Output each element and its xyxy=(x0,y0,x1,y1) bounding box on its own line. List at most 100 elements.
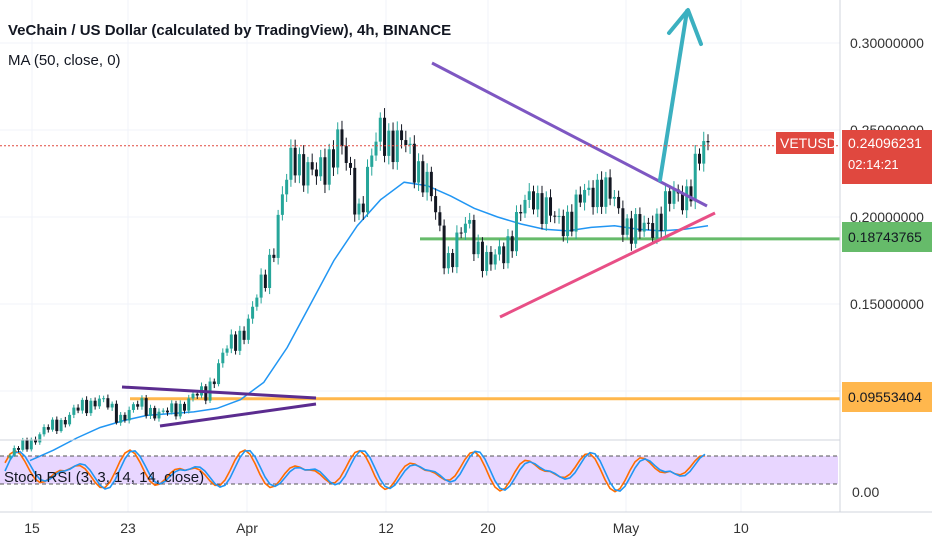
time-tick-label: 23 xyxy=(120,520,136,536)
candle-body xyxy=(604,177,608,207)
candle-body xyxy=(532,191,535,210)
stoch-k-line xyxy=(4,449,706,492)
candle-body xyxy=(314,169,318,177)
candle-body xyxy=(442,225,446,269)
candle-body xyxy=(693,153,697,202)
candle-body xyxy=(80,399,84,411)
candle-body xyxy=(404,140,408,146)
candle-body xyxy=(485,251,489,272)
candle-body xyxy=(689,186,693,202)
time-tick-label: May xyxy=(613,520,639,536)
candle-body xyxy=(446,253,450,269)
time-axis[interactable]: 15 23 Apr 12 20 May 10 xyxy=(24,520,749,536)
candle-body xyxy=(553,215,557,217)
candle-body xyxy=(8,455,12,458)
candle-body xyxy=(374,141,378,156)
price-tick-label: 0.15000000 xyxy=(850,296,924,312)
candle-body xyxy=(55,419,59,432)
candle-body xyxy=(97,398,101,407)
candle-body xyxy=(578,194,582,203)
candle-body xyxy=(702,141,706,164)
candle-body xyxy=(85,399,89,414)
candle-body xyxy=(429,171,433,197)
candle-body xyxy=(34,439,38,443)
candle-body xyxy=(378,117,382,142)
candle-body xyxy=(29,439,33,450)
candle-body xyxy=(187,398,191,411)
candle-body xyxy=(659,213,663,231)
candle-body xyxy=(489,251,493,265)
candle-body xyxy=(655,213,659,238)
arrow-head xyxy=(667,8,703,46)
candle-body xyxy=(468,219,472,224)
drawings xyxy=(121,8,716,428)
candle-body xyxy=(400,130,404,141)
candle-body xyxy=(697,153,701,164)
candle-body xyxy=(651,223,655,238)
candle-body xyxy=(617,196,621,209)
stoch-rsi-label: Stoch RSI (3, 3, 14, 14, close) xyxy=(4,469,204,486)
candle-body xyxy=(183,403,186,411)
candle-body xyxy=(119,414,123,423)
candle-body xyxy=(251,306,255,319)
candle-body xyxy=(255,297,259,307)
candle-body xyxy=(566,211,570,237)
candle-body xyxy=(204,386,208,401)
candle-body xyxy=(540,193,544,224)
candle-body xyxy=(136,404,140,407)
candle-body xyxy=(514,212,518,252)
candle-body xyxy=(280,194,284,215)
candle-body xyxy=(493,254,497,265)
candle-body xyxy=(391,130,395,163)
candle-body xyxy=(285,179,289,195)
candle-body xyxy=(25,440,29,450)
candles xyxy=(8,108,710,460)
candle-body xyxy=(319,157,323,177)
candle-body xyxy=(170,403,174,413)
candle-body xyxy=(536,193,540,210)
stoch-axis-label: 0.00 xyxy=(852,484,879,500)
candle-body xyxy=(680,193,684,211)
time-tick-label: Apr xyxy=(236,520,258,536)
candle-body xyxy=(612,196,616,199)
candle-body xyxy=(310,162,314,170)
candle-body xyxy=(221,352,225,364)
candle-body xyxy=(497,246,501,255)
candle-body xyxy=(148,407,152,416)
candle-body xyxy=(344,146,348,163)
candle-body xyxy=(323,157,327,185)
candle-body xyxy=(421,161,425,193)
candle-body xyxy=(642,222,646,232)
candle-body xyxy=(472,219,476,255)
candle-body xyxy=(361,203,365,213)
candle-body xyxy=(595,179,599,208)
candle-body xyxy=(59,420,63,432)
candle-body xyxy=(293,147,297,176)
candle-body xyxy=(549,197,553,216)
candle-body xyxy=(425,171,429,193)
candle-body xyxy=(272,254,276,258)
candle-body xyxy=(217,363,221,385)
price-tick-label: 0.20000000 xyxy=(850,209,924,225)
time-tick-label: 15 xyxy=(24,520,40,536)
candle-body xyxy=(259,274,263,298)
stoch-rsi-pane xyxy=(0,449,838,493)
moving-average-line xyxy=(29,181,709,462)
candle-body xyxy=(340,129,344,147)
candle-body xyxy=(506,236,510,264)
candle-body xyxy=(348,162,352,168)
candle-body xyxy=(591,187,595,208)
candle-body xyxy=(646,222,650,224)
ticker-countdown: 02:14:21 xyxy=(848,157,899,172)
candle-body xyxy=(583,189,587,203)
candle-body xyxy=(123,414,127,421)
small-triangle-lower-line xyxy=(159,402,317,428)
chart-title: VeChain / US Dollar (calculated by Tradi… xyxy=(8,22,452,39)
candle-body xyxy=(357,203,361,215)
candle-body xyxy=(242,330,246,340)
candle-body xyxy=(127,409,131,421)
candle-body xyxy=(634,214,638,244)
candle-body xyxy=(480,241,484,272)
candle-body xyxy=(621,208,625,235)
